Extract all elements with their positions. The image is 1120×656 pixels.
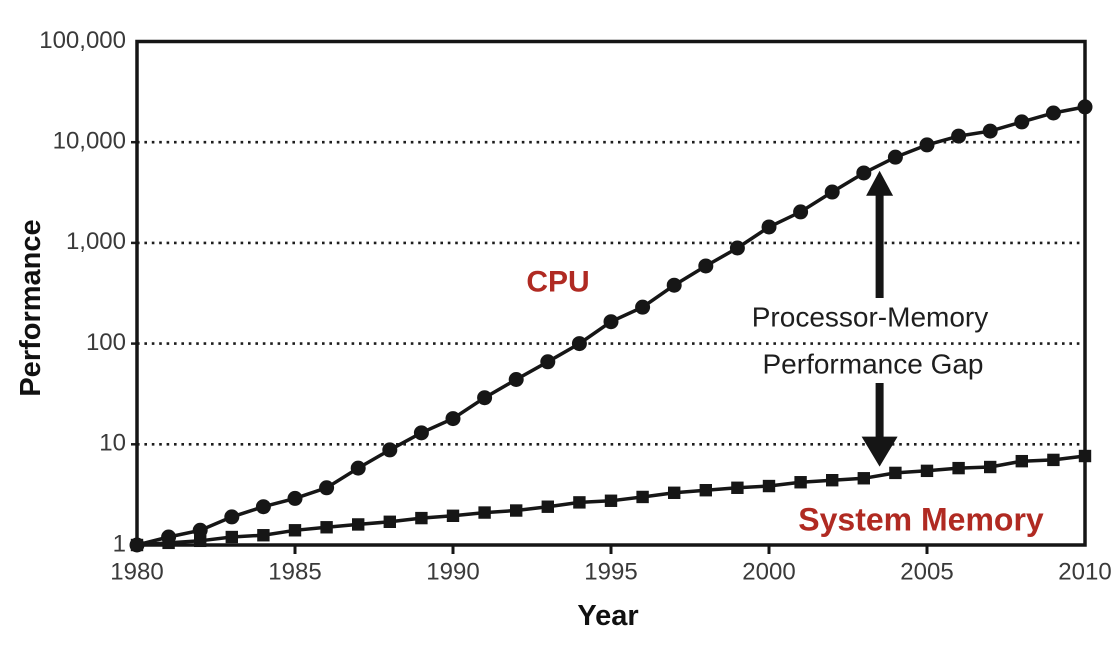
cpu-marker-1986	[319, 480, 335, 496]
memory-marker-1987	[352, 518, 365, 531]
memory-marker-1997	[668, 486, 681, 499]
memory-marker-2010	[1078, 449, 1092, 463]
gap-arrow-down-head	[861, 436, 898, 467]
memory-marker-1992	[510, 504, 523, 517]
cpu-marker-2007	[982, 123, 998, 139]
cpu-marker-2004	[887, 149, 903, 165]
memory-marker-1991	[478, 506, 491, 519]
memory-marker-1995	[604, 494, 618, 507]
cpu-marker-1992	[508, 372, 524, 388]
memory-marker-1988	[383, 515, 396, 528]
memory-marker-2005	[920, 464, 934, 478]
memory-marker-1999	[731, 481, 744, 494]
memory-marker-1982	[194, 534, 207, 548]
memory-marker-1990	[446, 509, 460, 522]
cpu-marker-2006	[951, 128, 967, 144]
gap-annotation-line2: Performance Gap	[762, 348, 984, 380]
cpu-marker-1983	[224, 509, 240, 525]
cpu-marker-2008	[1014, 114, 1030, 130]
memory-marker-2007	[984, 460, 997, 474]
cpu-marker-1982	[192, 522, 208, 538]
cpu-marker-1985	[287, 490, 303, 506]
x-tick-label-1995: 1995	[584, 558, 637, 585]
cpu-marker-2001	[793, 204, 809, 220]
memory-marker-2002	[826, 474, 839, 487]
memory-marker-1998	[699, 484, 712, 497]
cpu-marker-2002	[824, 184, 840, 200]
memory-marker-1985	[288, 524, 302, 537]
y-tick-label-1000: 1,000	[66, 228, 126, 255]
x-tick-label-2000: 2000	[742, 558, 795, 585]
cpu-marker-1999	[729, 240, 745, 256]
cpu-marker-1984	[255, 499, 271, 515]
memory-marker-2006	[952, 461, 965, 475]
y-tick-label-10000: 10,000	[53, 128, 126, 155]
x-tick-label-1990: 1990	[426, 558, 479, 585]
memory-marker-1986	[320, 521, 333, 534]
cpu-marker-1995	[603, 314, 619, 330]
x-tick-label-1980: 1980	[110, 558, 163, 585]
cpu-marker-1998	[698, 258, 714, 274]
cpu-series-label: CPU	[526, 265, 590, 299]
cpu-marker-1996	[635, 299, 651, 315]
cpu-marker-1991	[477, 390, 493, 406]
gap-arrow-up-head	[866, 170, 894, 196]
memory-marker-1981	[162, 536, 175, 550]
memory-marker-2000	[762, 479, 776, 493]
memory-marker-1989	[415, 511, 428, 525]
memory-marker-1984	[257, 529, 270, 542]
x-axis-title: Year	[577, 600, 639, 633]
y-tick-label-1: 1	[113, 530, 126, 557]
x-tick-label-1985: 1985	[268, 558, 321, 585]
cpu-marker-2010	[1077, 99, 1093, 115]
memory-marker-1993	[541, 500, 554, 513]
cpu-marker-2005	[919, 137, 935, 153]
cpu-marker-2003	[856, 165, 872, 181]
memory-marker-2003	[857, 472, 870, 485]
y-tick-label-10: 10	[99, 430, 126, 457]
cpu-marker-2000	[761, 219, 777, 235]
x-tick-label-2005: 2005	[900, 558, 953, 585]
y-tick-label-100: 100	[86, 329, 126, 356]
cpu-marker-2009	[1045, 105, 1061, 121]
y-tick-label-100000: 100,000	[39, 27, 126, 54]
y-axis-title: Performance	[15, 219, 48, 397]
cpu-marker-1988	[382, 442, 398, 458]
memory-marker-2008	[1015, 454, 1028, 468]
gap-annotation-line1: Processor-Memory	[751, 301, 989, 333]
memory-marker-2009	[1047, 453, 1060, 467]
x-tick-label-2010: 2010	[1058, 558, 1111, 585]
memory-marker-2001	[794, 476, 807, 489]
cpu-marker-1987	[350, 460, 366, 476]
cpu-marker-1994	[571, 336, 587, 352]
memory-marker-1983	[225, 530, 238, 544]
cpu-marker-1997	[666, 277, 682, 293]
memory-marker-1980	[130, 538, 144, 552]
system-memory-series-label: System Memory	[798, 501, 1044, 538]
memory-marker-1996	[636, 490, 649, 504]
cpu-marker-1993	[540, 354, 556, 370]
memory-marker-1994	[573, 496, 586, 509]
memory-marker-2004	[889, 466, 902, 480]
cpu-marker-1990	[445, 411, 461, 427]
cpu-marker-1989	[413, 425, 429, 441]
